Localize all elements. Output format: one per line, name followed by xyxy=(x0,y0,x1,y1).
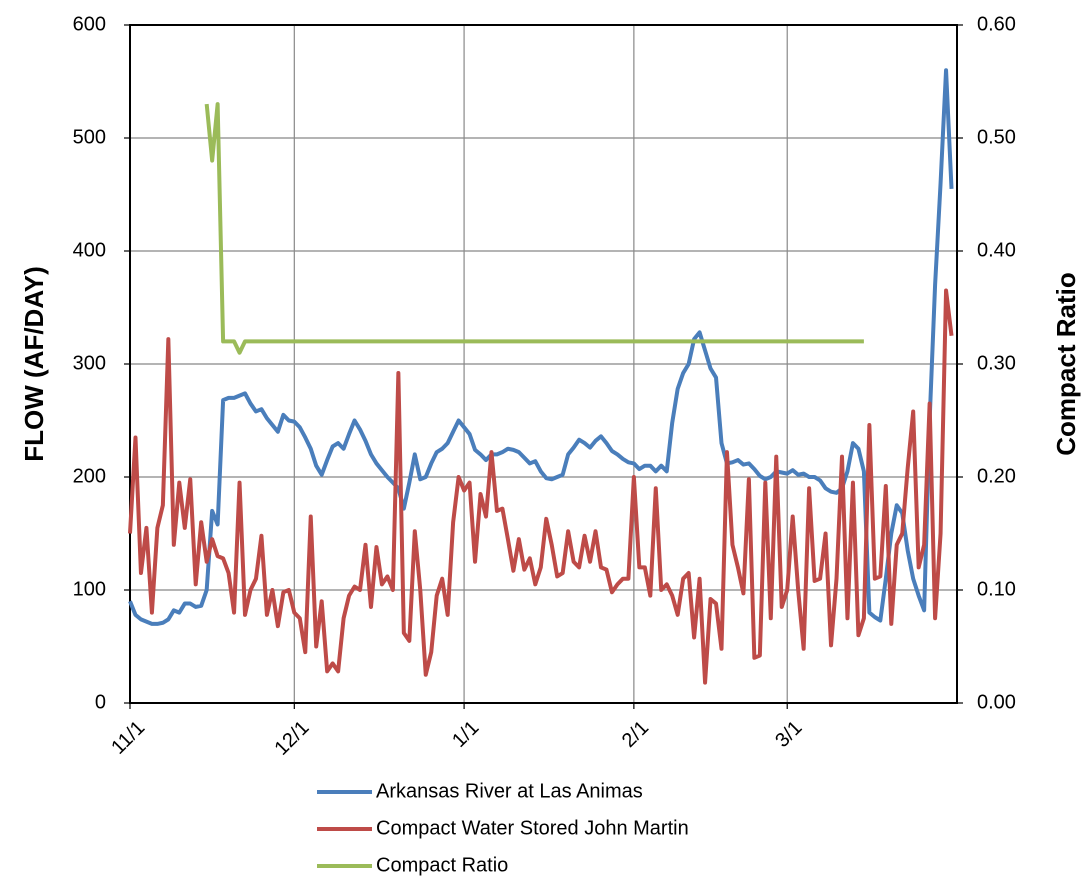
y2-tick-label: 0.30 xyxy=(977,352,1016,374)
y-tick-label: 0 xyxy=(95,691,106,713)
y2-tick-label: 0.10 xyxy=(977,578,1016,600)
y-tick-label: 300 xyxy=(73,352,106,374)
y-tick-label: 600 xyxy=(73,13,106,35)
legend-label: Arkansas River at Las Animas xyxy=(376,780,643,802)
series-line xyxy=(204,102,864,355)
y-tick-label: 500 xyxy=(73,126,106,148)
y-axis-title: FLOW (AF/DAY) xyxy=(19,266,49,461)
y2-tick-label: 0.60 xyxy=(977,13,1016,35)
y2-tick-label: 0.40 xyxy=(977,239,1016,261)
plot-frame xyxy=(129,24,958,704)
y2-tick-label: 0.20 xyxy=(977,465,1016,487)
y2-tick-label: 0.50 xyxy=(977,126,1016,148)
y2-tick-label: 0.00 xyxy=(977,691,1016,713)
series-line xyxy=(128,288,954,685)
legend-label: Compact Water Stored John Martin xyxy=(376,817,689,839)
y-tick-label: 100 xyxy=(73,578,106,600)
y2-axis-title: Compact Ratio xyxy=(1051,272,1081,455)
y-tick-label: 400 xyxy=(73,239,106,261)
legend-label: Compact Ratio xyxy=(376,854,508,876)
series-line xyxy=(128,68,954,626)
y-tick-label: 200 xyxy=(73,465,106,487)
